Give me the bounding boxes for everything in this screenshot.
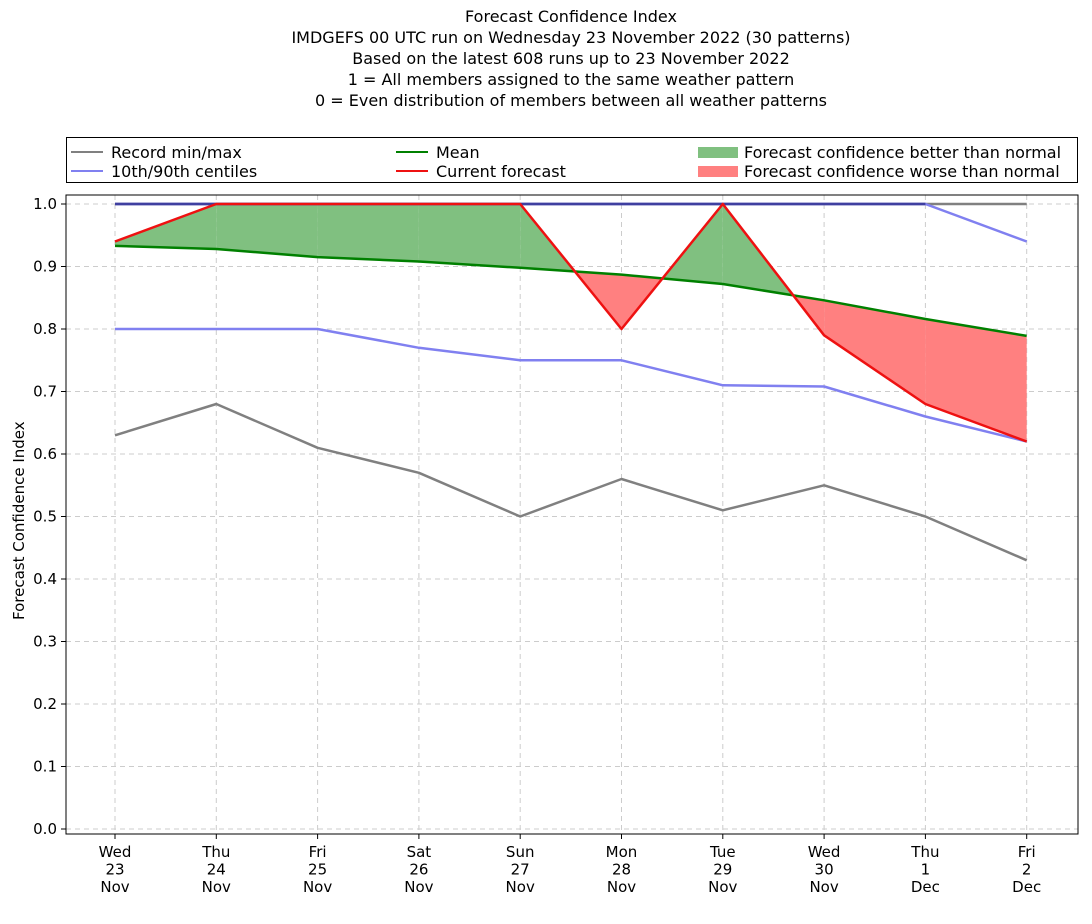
x-tick-label: Nov xyxy=(809,878,838,896)
y-tick-label: 0.4 xyxy=(33,570,57,588)
x-tick-label: 25 xyxy=(308,861,327,879)
legend-better-label: Forecast confidence better than normal xyxy=(744,142,1062,162)
legend-centiles-swatch xyxy=(71,170,103,172)
legend-current-label: Current forecast xyxy=(436,161,566,181)
x-tick-label: Dec xyxy=(1012,878,1041,896)
legend-current: Current forecast xyxy=(396,161,566,181)
x-tick-label: Sun xyxy=(506,843,535,861)
x-tick-label: Nov xyxy=(404,878,433,896)
y-tick-label: 0.9 xyxy=(33,258,57,276)
legend: Record min/max 10th/90th centiles Mean C… xyxy=(66,137,1078,183)
legend-centiles: 10th/90th centiles xyxy=(71,161,258,181)
legend-record-label: Record min/max xyxy=(111,142,242,162)
y-tick-label: 0.0 xyxy=(33,820,57,838)
y-tick-label: 0.7 xyxy=(33,383,57,401)
record-min-line xyxy=(114,402,1028,562)
x-tick-label: 2 xyxy=(1022,861,1032,879)
mean-line xyxy=(114,244,1027,338)
legend-mean-label: Mean xyxy=(436,142,480,162)
x-tick-label: Wed xyxy=(99,843,132,861)
legend-worse: Forecast confidence worse than normal xyxy=(698,161,1060,181)
legend-worse-label: Forecast confidence worse than normal xyxy=(744,161,1060,181)
tick-labels: 0.00.10.20.30.40.50.60.70.80.91.0Wed23No… xyxy=(33,195,1041,896)
legend-mean: Mean xyxy=(396,142,480,162)
y-tick-label: 0.6 xyxy=(33,445,57,463)
legend-record-swatch xyxy=(71,151,103,153)
y-tick-label: 0.3 xyxy=(33,633,57,651)
title-line-1: Forecast Confidence Index xyxy=(465,7,677,26)
legend-better-swatch xyxy=(698,146,738,158)
fill-worse-than-normal xyxy=(925,319,1027,442)
x-tick-label: 26 xyxy=(409,861,428,879)
x-tick-label: 24 xyxy=(207,861,226,879)
x-tick-label: Nov xyxy=(303,878,332,896)
x-tick-label: Sat xyxy=(407,843,432,861)
y-tick-label: 1.0 xyxy=(33,195,57,213)
x-tick-label: Nov xyxy=(607,878,636,896)
fill-better-than-normal xyxy=(216,204,318,258)
grid xyxy=(66,195,1078,834)
x-tick-label: 1 xyxy=(921,861,931,879)
x-tick-label: Mon xyxy=(606,843,638,861)
x-tick-label: Wed xyxy=(808,843,841,861)
axes xyxy=(61,194,1079,839)
y-tick-label: 0.2 xyxy=(33,695,57,713)
y-tick-label: 0.5 xyxy=(33,508,57,526)
title-line-5: 0 = Even distribution of members between… xyxy=(314,91,828,110)
fill-worse-than-normal xyxy=(824,300,926,404)
x-tick-label: Nov xyxy=(506,878,535,896)
fill-better-than-normal xyxy=(418,204,521,268)
x-tick-label: Thu xyxy=(201,843,230,861)
current-forecast-line xyxy=(114,202,1028,443)
y-tick-label: 0.8 xyxy=(33,320,57,338)
x-tick-label: Fri xyxy=(309,843,327,861)
title-line-4: 1 = All members assigned to the same wea… xyxy=(347,70,795,89)
legend-record: Record min/max xyxy=(71,142,242,162)
x-tick-label: Nov xyxy=(708,878,737,896)
y-axis-label: Forecast Confidence Index xyxy=(10,421,28,620)
x-tick-label: 28 xyxy=(612,861,631,879)
x-tick-label: Tue xyxy=(709,843,736,861)
x-tick-label: Thu xyxy=(910,843,939,861)
x-tick-label: 29 xyxy=(713,861,732,879)
fill-better-than-normal xyxy=(317,204,419,262)
fill-better-than-normal xyxy=(115,204,217,249)
legend-mean-swatch xyxy=(396,151,428,153)
legend-current-swatch xyxy=(396,170,428,172)
x-tick-label: Dec xyxy=(911,878,940,896)
x-tick-label: 23 xyxy=(105,861,124,879)
legend-worse-swatch xyxy=(698,165,738,177)
title-line-2: IMDGEFS 00 UTC run on Wednesday 23 Novem… xyxy=(291,28,851,47)
series-lines xyxy=(114,202,1028,562)
x-tick-label: Nov xyxy=(100,878,129,896)
legend-better: Forecast confidence better than normal xyxy=(698,142,1062,162)
y-tick-label: 0.1 xyxy=(33,758,57,776)
legend-centiles-label: 10th/90th centiles xyxy=(111,161,258,181)
x-tick-label: 30 xyxy=(815,861,834,879)
plot-frame xyxy=(65,194,1079,835)
chart-title: Forecast Confidence Index IMDGEFS 00 UTC… xyxy=(0,6,1092,111)
p10-line xyxy=(115,327,1027,443)
x-tick-label: 27 xyxy=(511,861,530,879)
title-line-3: Based on the latest 608 runs up to 23 No… xyxy=(352,49,790,68)
x-tick-label: Fri xyxy=(1018,843,1036,861)
x-tick-label: Nov xyxy=(202,878,231,896)
